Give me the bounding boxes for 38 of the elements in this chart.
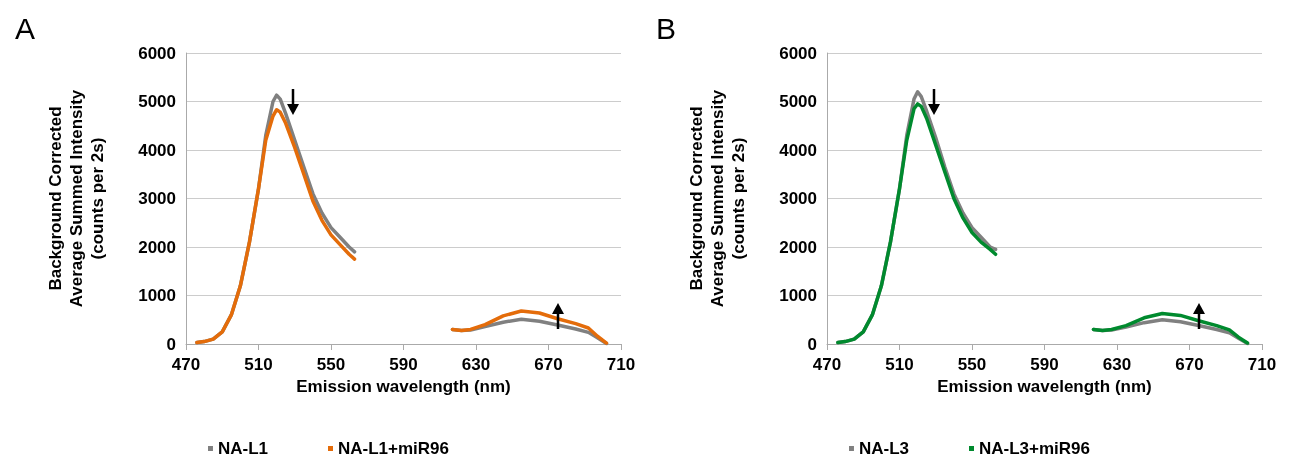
x-tick-label: 510 [885, 355, 914, 374]
x-tick-label: 630 [461, 355, 491, 374]
y-tick-label: 2000 [779, 237, 817, 257]
y-axis-title: Background Corrected Average Summed Intensity (counts per 2s) [687, 89, 748, 308]
x-axis-title: Emission wavelength (nm) [937, 377, 1152, 396]
y-tick-label: 1000 [779, 286, 817, 305]
y-tick-label: 6000 [779, 43, 817, 63]
x-tick-label: 510 [244, 355, 273, 374]
x-tick-label: 470 [812, 355, 842, 374]
x-tick-label: 710 [606, 355, 636, 374]
legend-label: NA-L3 [858, 439, 910, 458]
y-axis-title: Background Corrected Average Summed Intensity (counts per 2s) [46, 89, 107, 308]
y-tick-label: 0 [807, 334, 817, 354]
x-tick-label: 590 [1030, 355, 1059, 374]
x-tick-label: 550 [316, 355, 346, 374]
legend-label: NA-L1 [217, 439, 269, 458]
x-axis-title: Emission wavelength (nm) [296, 377, 511, 396]
y-tick-label: 6000 [138, 43, 176, 63]
y-tick-label: 5000 [779, 92, 817, 111]
y-tick-label: 3000 [138, 189, 176, 208]
y-tick-label: 4000 [138, 140, 176, 160]
legend-label: NA-L3+miR96 [979, 439, 1091, 458]
x-tick-label: 670 [1175, 355, 1204, 374]
y-tick-label: 0 [166, 334, 176, 354]
x-tick-label: 470 [171, 355, 201, 374]
y-tick-label: 3000 [779, 189, 817, 208]
x-tick-label: 590 [389, 355, 418, 374]
x-tick-label: 710 [1247, 355, 1277, 374]
x-tick-label: 670 [534, 355, 563, 374]
y-tick-label: 2000 [138, 237, 176, 257]
chart-title: A [15, 11, 36, 45]
y-tick-label: 1000 [138, 286, 176, 305]
y-tick-label: 4000 [779, 140, 817, 160]
legend-label: NA-L1+miR96 [338, 439, 450, 458]
x-tick-label: 550 [957, 355, 987, 374]
chart-title: B [656, 11, 677, 45]
x-tick-label: 630 [1102, 355, 1132, 374]
y-tick-label: 5000 [138, 92, 176, 111]
